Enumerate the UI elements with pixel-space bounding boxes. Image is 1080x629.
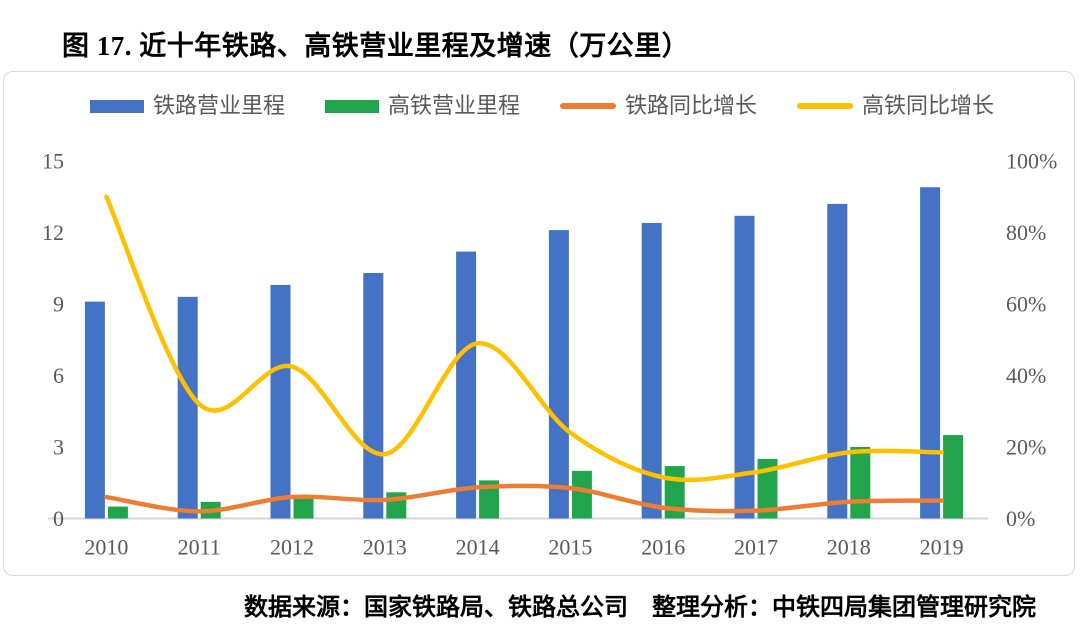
hsr-growth-line-swatch-icon	[797, 103, 854, 109]
bar-railway-2018	[827, 203, 848, 519]
bar-hsr-2015	[571, 470, 592, 519]
chart-legend: 铁路营业里程 高铁营业里程 铁路同比增长 高铁同比增长	[90, 95, 994, 117]
x-axis-label: 2011	[178, 535, 221, 560]
x-axis-label: 2018	[827, 535, 871, 560]
y-axis-right-tick: 0%	[1006, 506, 1035, 531]
chart-title: 图 17. 近十年铁路、高铁营业里程及增速（万公里）	[62, 31, 690, 61]
bar-railway-2010	[84, 301, 105, 519]
y-axis-left-tick: 15	[42, 149, 64, 174]
source-note: 数据来源：国家铁路局、铁路总公司 整理分析：中铁四局集团管理研究院	[244, 595, 1036, 621]
x-axis-label: 2013	[363, 535, 407, 560]
y-axis-right-tick: 100%	[1006, 149, 1057, 174]
x-axis-label: 2019	[920, 535, 964, 560]
legend-item-railway-mileage: 铁路营业里程	[90, 95, 285, 117]
y-axis-right-tick: 60%	[1006, 292, 1046, 317]
bar-hsr-2014	[479, 480, 500, 519]
bar-hsr-2010	[107, 506, 128, 519]
railway-mileage-swatch-icon	[90, 99, 144, 113]
bar-railway-2012	[270, 284, 291, 519]
legend-label: 铁路同比增长	[625, 93, 758, 118]
bar-hsr-2017	[757, 458, 778, 519]
bar-railway-2014	[456, 251, 477, 519]
y-axis-left-tick: 12	[42, 220, 64, 245]
x-axis-label: 2016	[641, 535, 685, 560]
bar-hsr-2012	[293, 497, 314, 519]
bar-hsr-2018	[850, 447, 871, 519]
y-axis-left-tick: 0	[53, 506, 64, 531]
bar-railway-2015	[548, 230, 569, 519]
y-axis-right-tick: 80%	[1006, 220, 1046, 245]
legend-item-hsr-mileage: 高铁营业里程	[325, 95, 520, 117]
x-axis-label: 2010	[84, 535, 128, 560]
bar-hsr-2019	[943, 435, 964, 519]
y-axis-right-tick: 40%	[1006, 363, 1046, 388]
x-axis-label: 2014	[456, 535, 500, 560]
bar-railway-2019	[920, 187, 941, 519]
legend-label: 铁路营业里程	[153, 93, 286, 118]
bar-railway-2017	[734, 215, 755, 519]
y-axis-left-tick: 6	[53, 363, 64, 388]
bar-railway-2013	[363, 273, 384, 519]
legend-label: 高铁同比增长	[862, 93, 995, 118]
y-axis-left-tick: 3	[53, 435, 64, 460]
x-axis-label: 2012	[270, 535, 314, 560]
y-axis-left-tick: 9	[53, 292, 64, 317]
line-railway-growth	[104, 483, 944, 514]
hsr-mileage-swatch-icon	[325, 99, 380, 113]
x-axis-label: 2017	[734, 535, 778, 560]
railway-growth-line-swatch-icon	[560, 103, 617, 109]
x-axis-label: 2015	[548, 535, 592, 560]
legend-item-railway-growth: 铁路同比增长	[560, 95, 757, 117]
legend-label: 高铁营业里程	[388, 93, 521, 118]
line-hsr-growth	[104, 194, 944, 483]
bar-railway-2016	[641, 222, 662, 519]
legend-item-hsr-growth: 高铁同比增长	[797, 95, 994, 117]
bar-railway-2011	[177, 296, 198, 519]
y-axis-right-tick: 20%	[1006, 435, 1046, 460]
